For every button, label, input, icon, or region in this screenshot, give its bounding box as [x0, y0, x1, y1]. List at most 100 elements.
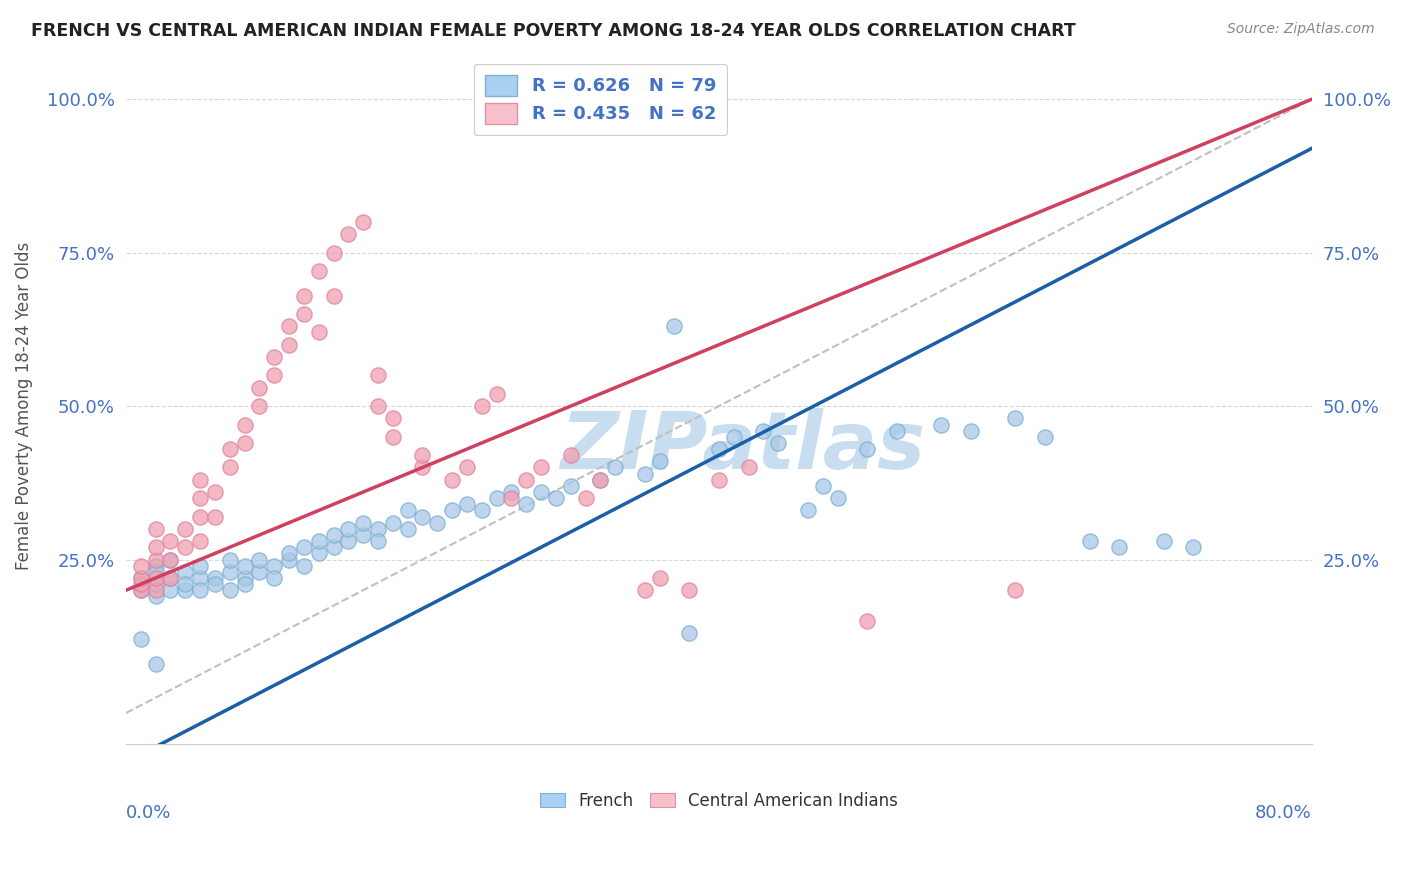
Point: [174, 577, 197, 591]
Point: [233, 571, 256, 585]
Point: [218, 552, 240, 566]
Point: [574, 491, 596, 505]
Point: [664, 319, 686, 334]
Point: [292, 307, 315, 321]
Point: [129, 583, 152, 598]
Point: [145, 565, 167, 579]
Point: [308, 264, 330, 278]
Point: [886, 424, 908, 438]
Point: [145, 577, 167, 591]
Y-axis label: Female Poverty Among 18-24 Year Olds: Female Poverty Among 18-24 Year Olds: [15, 242, 32, 570]
Point: [233, 577, 256, 591]
Point: [441, 473, 464, 487]
Point: [515, 473, 537, 487]
Point: [129, 583, 152, 598]
Point: [188, 534, 211, 549]
Point: [322, 528, 344, 542]
Point: [929, 417, 952, 432]
Point: [960, 424, 983, 438]
Point: [856, 442, 879, 456]
Point: [159, 552, 181, 566]
Point: [322, 541, 344, 555]
Point: [634, 583, 657, 598]
Point: [249, 399, 271, 413]
Point: [752, 424, 775, 438]
Point: [204, 485, 226, 500]
Point: [471, 399, 494, 413]
Point: [292, 541, 315, 555]
Point: [797, 503, 820, 517]
Point: [337, 522, 360, 536]
Point: [218, 442, 240, 456]
Point: [337, 227, 360, 242]
Point: [218, 565, 240, 579]
Point: [292, 558, 315, 573]
Point: [605, 460, 627, 475]
Point: [678, 583, 700, 598]
Point: [485, 386, 508, 401]
Point: [515, 497, 537, 511]
Point: [707, 442, 730, 456]
Point: [707, 473, 730, 487]
Point: [352, 528, 374, 542]
Point: [381, 430, 404, 444]
Point: [249, 381, 271, 395]
Point: [278, 546, 301, 560]
Point: [530, 485, 553, 500]
Point: [396, 522, 419, 536]
Point: [1004, 583, 1026, 598]
Point: [174, 522, 197, 536]
Point: [648, 454, 671, 468]
Point: [1033, 430, 1056, 444]
Point: [249, 552, 271, 566]
Point: [233, 558, 256, 573]
Point: [411, 448, 433, 462]
Point: [145, 590, 167, 604]
Point: [811, 479, 834, 493]
Text: 0.0%: 0.0%: [127, 805, 172, 822]
Point: [278, 552, 301, 566]
Point: [204, 509, 226, 524]
Point: [367, 522, 389, 536]
Text: ZIPatlas: ZIPatlas: [560, 408, 925, 485]
Point: [308, 534, 330, 549]
Point: [159, 583, 181, 598]
Point: [159, 571, 181, 585]
Point: [501, 491, 523, 505]
Point: [188, 473, 211, 487]
Point: [456, 497, 478, 511]
Point: [426, 516, 449, 530]
Point: [278, 337, 301, 351]
Point: [456, 460, 478, 475]
Text: 80.0%: 80.0%: [1256, 805, 1312, 822]
Point: [634, 467, 657, 481]
Point: [218, 460, 240, 475]
Point: [501, 485, 523, 500]
Point: [1153, 534, 1175, 549]
Point: [145, 552, 167, 566]
Point: [145, 558, 167, 573]
Point: [441, 503, 464, 517]
Point: [589, 473, 612, 487]
Point: [188, 491, 211, 505]
Point: [396, 503, 419, 517]
Point: [159, 534, 181, 549]
Point: [1004, 411, 1026, 425]
Point: [485, 491, 508, 505]
Point: [145, 583, 167, 598]
Point: [159, 571, 181, 585]
Point: [308, 546, 330, 560]
Point: [204, 577, 226, 591]
Point: [856, 614, 879, 628]
Point: [544, 491, 567, 505]
Point: [367, 534, 389, 549]
Point: [249, 565, 271, 579]
Point: [292, 288, 315, 302]
Text: FRENCH VS CENTRAL AMERICAN INDIAN FEMALE POVERTY AMONG 18-24 YEAR OLDS CORRELATI: FRENCH VS CENTRAL AMERICAN INDIAN FEMALE…: [31, 22, 1076, 40]
Point: [411, 460, 433, 475]
Point: [1078, 534, 1101, 549]
Point: [678, 626, 700, 640]
Point: [263, 350, 285, 364]
Point: [737, 460, 759, 475]
Point: [129, 577, 152, 591]
